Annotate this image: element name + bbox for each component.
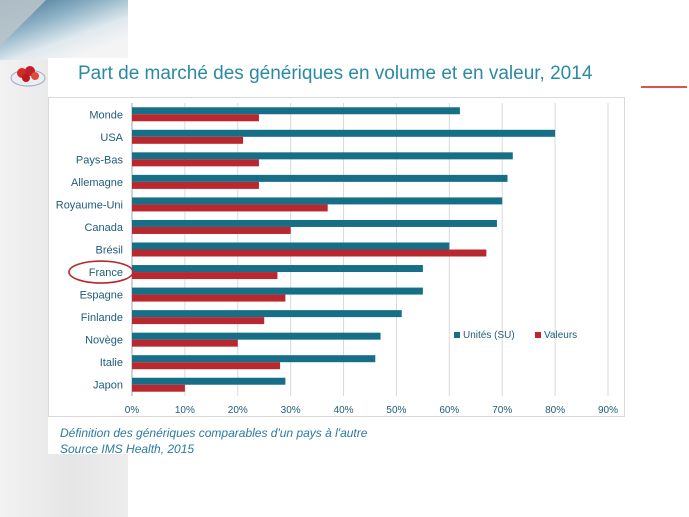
bar-units — [132, 219, 497, 227]
category-label: Italie — [100, 357, 123, 369]
footnote-definition: Définition des génériques comparables d'… — [60, 426, 368, 440]
bar-units — [132, 377, 286, 385]
legend-label: Unités (SU) — [463, 330, 515, 341]
logo-icon — [10, 66, 46, 87]
category-label: Finlande — [81, 312, 123, 324]
category-label: Japon — [93, 380, 123, 392]
category-label: Espagne — [80, 290, 123, 302]
highlight-circle — [68, 260, 134, 284]
bar-units — [132, 197, 503, 205]
category-label: USA — [100, 132, 123, 144]
bar-units — [132, 107, 460, 115]
bar-units — [132, 355, 376, 363]
category-label: Pays-Bas — [76, 154, 124, 166]
x-tick-label: 0% — [125, 405, 140, 416]
footnote-source: Source IMS Health, 2015 — [60, 442, 195, 456]
bar-values — [132, 204, 328, 212]
bar-units — [132, 332, 381, 340]
x-tick-label: 20% — [228, 405, 248, 416]
category-label: Monde — [89, 109, 123, 121]
x-tick-label: 60% — [439, 405, 459, 416]
x-tick-label: 30% — [281, 405, 301, 416]
bar-values — [132, 384, 185, 392]
bar-units — [132, 129, 556, 137]
x-tick-label: 40% — [334, 405, 354, 416]
bar-values — [132, 362, 281, 370]
bar-units — [132, 242, 450, 250]
bar-units — [132, 287, 423, 295]
bar-values — [132, 339, 238, 347]
bar-units — [132, 174, 508, 182]
x-tick-label: 50% — [386, 405, 406, 416]
x-tick-label: 80% — [545, 405, 565, 416]
page-curl-decoration — [0, 0, 46, 46]
legend-swatch — [454, 332, 460, 338]
bar-values — [132, 136, 244, 144]
legend-label: Valeurs — [544, 330, 577, 341]
bar-values — [132, 294, 286, 302]
category-label: Novège — [85, 335, 123, 347]
category-label: Allemagne — [71, 177, 123, 189]
category-label: Brésil — [95, 245, 123, 257]
category-label: France — [89, 267, 123, 279]
bar-units — [132, 310, 402, 318]
page-title: Part de marché des génériques en volume … — [78, 63, 593, 84]
x-tick-label: 90% — [598, 405, 618, 416]
bar-values — [132, 114, 259, 122]
bar-values — [132, 159, 259, 167]
title-accent-rule — [641, 86, 687, 88]
bar-values — [132, 181, 259, 189]
category-label: Royaume-Uni — [56, 199, 123, 211]
legend-swatch — [535, 332, 541, 338]
bar-values — [132, 317, 265, 325]
x-tick-label: 10% — [175, 405, 195, 416]
chart-frame — [48, 97, 625, 417]
bar-values — [132, 226, 291, 234]
chart-footnote: Définition des génériques comparables d'… — [60, 425, 367, 457]
bar-units — [132, 152, 513, 160]
bar-units — [132, 265, 423, 273]
x-tick-label: 70% — [492, 405, 512, 416]
bar-values — [132, 272, 278, 280]
category-label: Canada — [84, 222, 123, 234]
bar-values — [132, 249, 487, 257]
